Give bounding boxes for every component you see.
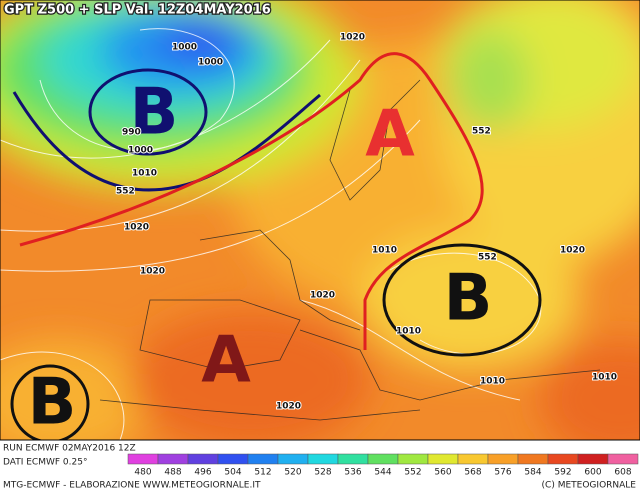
colorbar-swatch xyxy=(277,453,309,465)
colorbar-swatch xyxy=(157,453,189,465)
isobar-label: 552 xyxy=(478,253,497,263)
colorbar-swatch xyxy=(517,453,549,465)
isobar-label: 1010 xyxy=(592,373,617,383)
colorbar-swatch xyxy=(487,453,519,465)
isobar-label: 1000 xyxy=(172,43,197,53)
isobar-label: 1020 xyxy=(276,402,301,412)
colorbar-swatch xyxy=(577,453,609,465)
run-info: RUN ECMWF 02MAY2016 12Z xyxy=(3,444,136,454)
height-field: B A B A B 1000 1000 990 1000 1010 552 10… xyxy=(0,0,640,440)
isobar-label: 1010 xyxy=(132,169,157,179)
colorbar-tick-label: 520 xyxy=(284,468,301,478)
colorbar-tick-label: 584 xyxy=(524,468,541,478)
high-center: A xyxy=(365,98,415,172)
isobar-label: 552 xyxy=(116,187,135,197)
data-info: DATI ECMWF 0.25° xyxy=(3,458,87,468)
colorbar-swatch xyxy=(307,453,339,465)
colorbar-tick-label: 488 xyxy=(164,468,181,478)
colorbar-swatch xyxy=(607,453,639,465)
colorbar: 480 488 496 504 512 520 528 536 544 552 560 568 576 5… xyxy=(127,453,639,478)
colorbar-tick-label: 552 xyxy=(404,468,421,478)
colorbar-tick-label: 512 xyxy=(254,468,271,478)
isobar-label: 552 xyxy=(472,127,491,137)
low-center: B xyxy=(444,262,493,336)
isobar-label: 1020 xyxy=(560,246,585,256)
low-center: B xyxy=(130,76,179,150)
isobar-label: 1020 xyxy=(340,33,365,43)
colorbar-swatch xyxy=(337,453,369,465)
low-center: B xyxy=(28,366,77,440)
colorbar-tick-label: 608 xyxy=(614,468,631,478)
map-frame xyxy=(0,0,640,441)
colorbar-tick-label: 496 xyxy=(194,468,211,478)
isobar-label: 1010 xyxy=(396,327,421,337)
copyright: (C) METEOGIORNALE xyxy=(542,481,637,491)
colorbar-tick-label: 528 xyxy=(314,468,331,478)
colorbar-tick-label: 576 xyxy=(494,468,511,478)
colorbar-swatch xyxy=(187,453,219,465)
isobar-label: 1020 xyxy=(140,267,165,277)
colorbar-tick-label: 504 xyxy=(224,468,241,478)
colorbar-tick-label: 600 xyxy=(584,468,601,478)
colorbar-tick-label: 536 xyxy=(344,468,361,478)
colorbar-swatch xyxy=(367,453,399,465)
isobar-label: 1010 xyxy=(372,246,397,256)
colorbar-tick-label: 592 xyxy=(554,468,571,478)
isobar-label: 1000 xyxy=(128,146,153,156)
isobar-label: 1010 xyxy=(480,377,505,387)
isobar-label: 1000 xyxy=(198,58,223,68)
credits: MTG-ECMWF - ELABORAZIONE WWW.METEOGIORNA… xyxy=(3,481,261,491)
isobar-label: 1020 xyxy=(310,291,335,301)
colorbar-swatch xyxy=(547,453,579,465)
colorbar-swatch xyxy=(247,453,279,465)
colorbar-swatch xyxy=(217,453,249,465)
high-center: A xyxy=(201,324,251,398)
colorbar-tick-label: 560 xyxy=(434,468,451,478)
colorbar-tick-label: 544 xyxy=(374,468,391,478)
map-title: GPT Z500 + SLP Val. 12Z04MAY2016 xyxy=(4,3,271,18)
colorbar-swatch xyxy=(127,453,159,465)
isobar-label: 1020 xyxy=(124,223,149,233)
colorbar-swatch xyxy=(427,453,459,465)
colorbar-swatch xyxy=(457,453,489,465)
isobar-label: 990 xyxy=(122,128,141,138)
colorbar-tick-label: 480 xyxy=(134,468,151,478)
colorbar-swatch xyxy=(397,453,429,465)
colorbar-tick-label: 568 xyxy=(464,468,481,478)
